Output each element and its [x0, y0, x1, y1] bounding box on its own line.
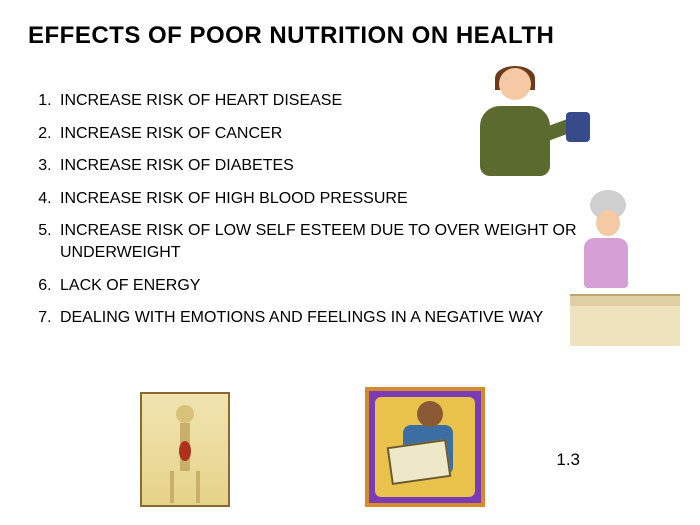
reading-figure-icon [365, 387, 485, 507]
nurse-blood-pressure-icon [460, 70, 570, 210]
slide: EFFECTS OF POOR NUTRITION ON HEALTH INCR… [0, 0, 700, 525]
thin-figure-icon [140, 392, 230, 507]
elderly-woman-icon [570, 190, 690, 330]
slide-title: EFFECTS OF POOR NUTRITION ON HEALTH [28, 22, 672, 50]
list-item: INCREASE RISK OF LOW SELF ESTEEM DUE TO … [56, 220, 616, 263]
list-item: DEALING WITH EMOTIONS AND FEELINGS IN A … [56, 307, 616, 329]
page-number: 1.3 [556, 450, 580, 470]
list-item: LACK OF ENERGY [56, 275, 616, 297]
